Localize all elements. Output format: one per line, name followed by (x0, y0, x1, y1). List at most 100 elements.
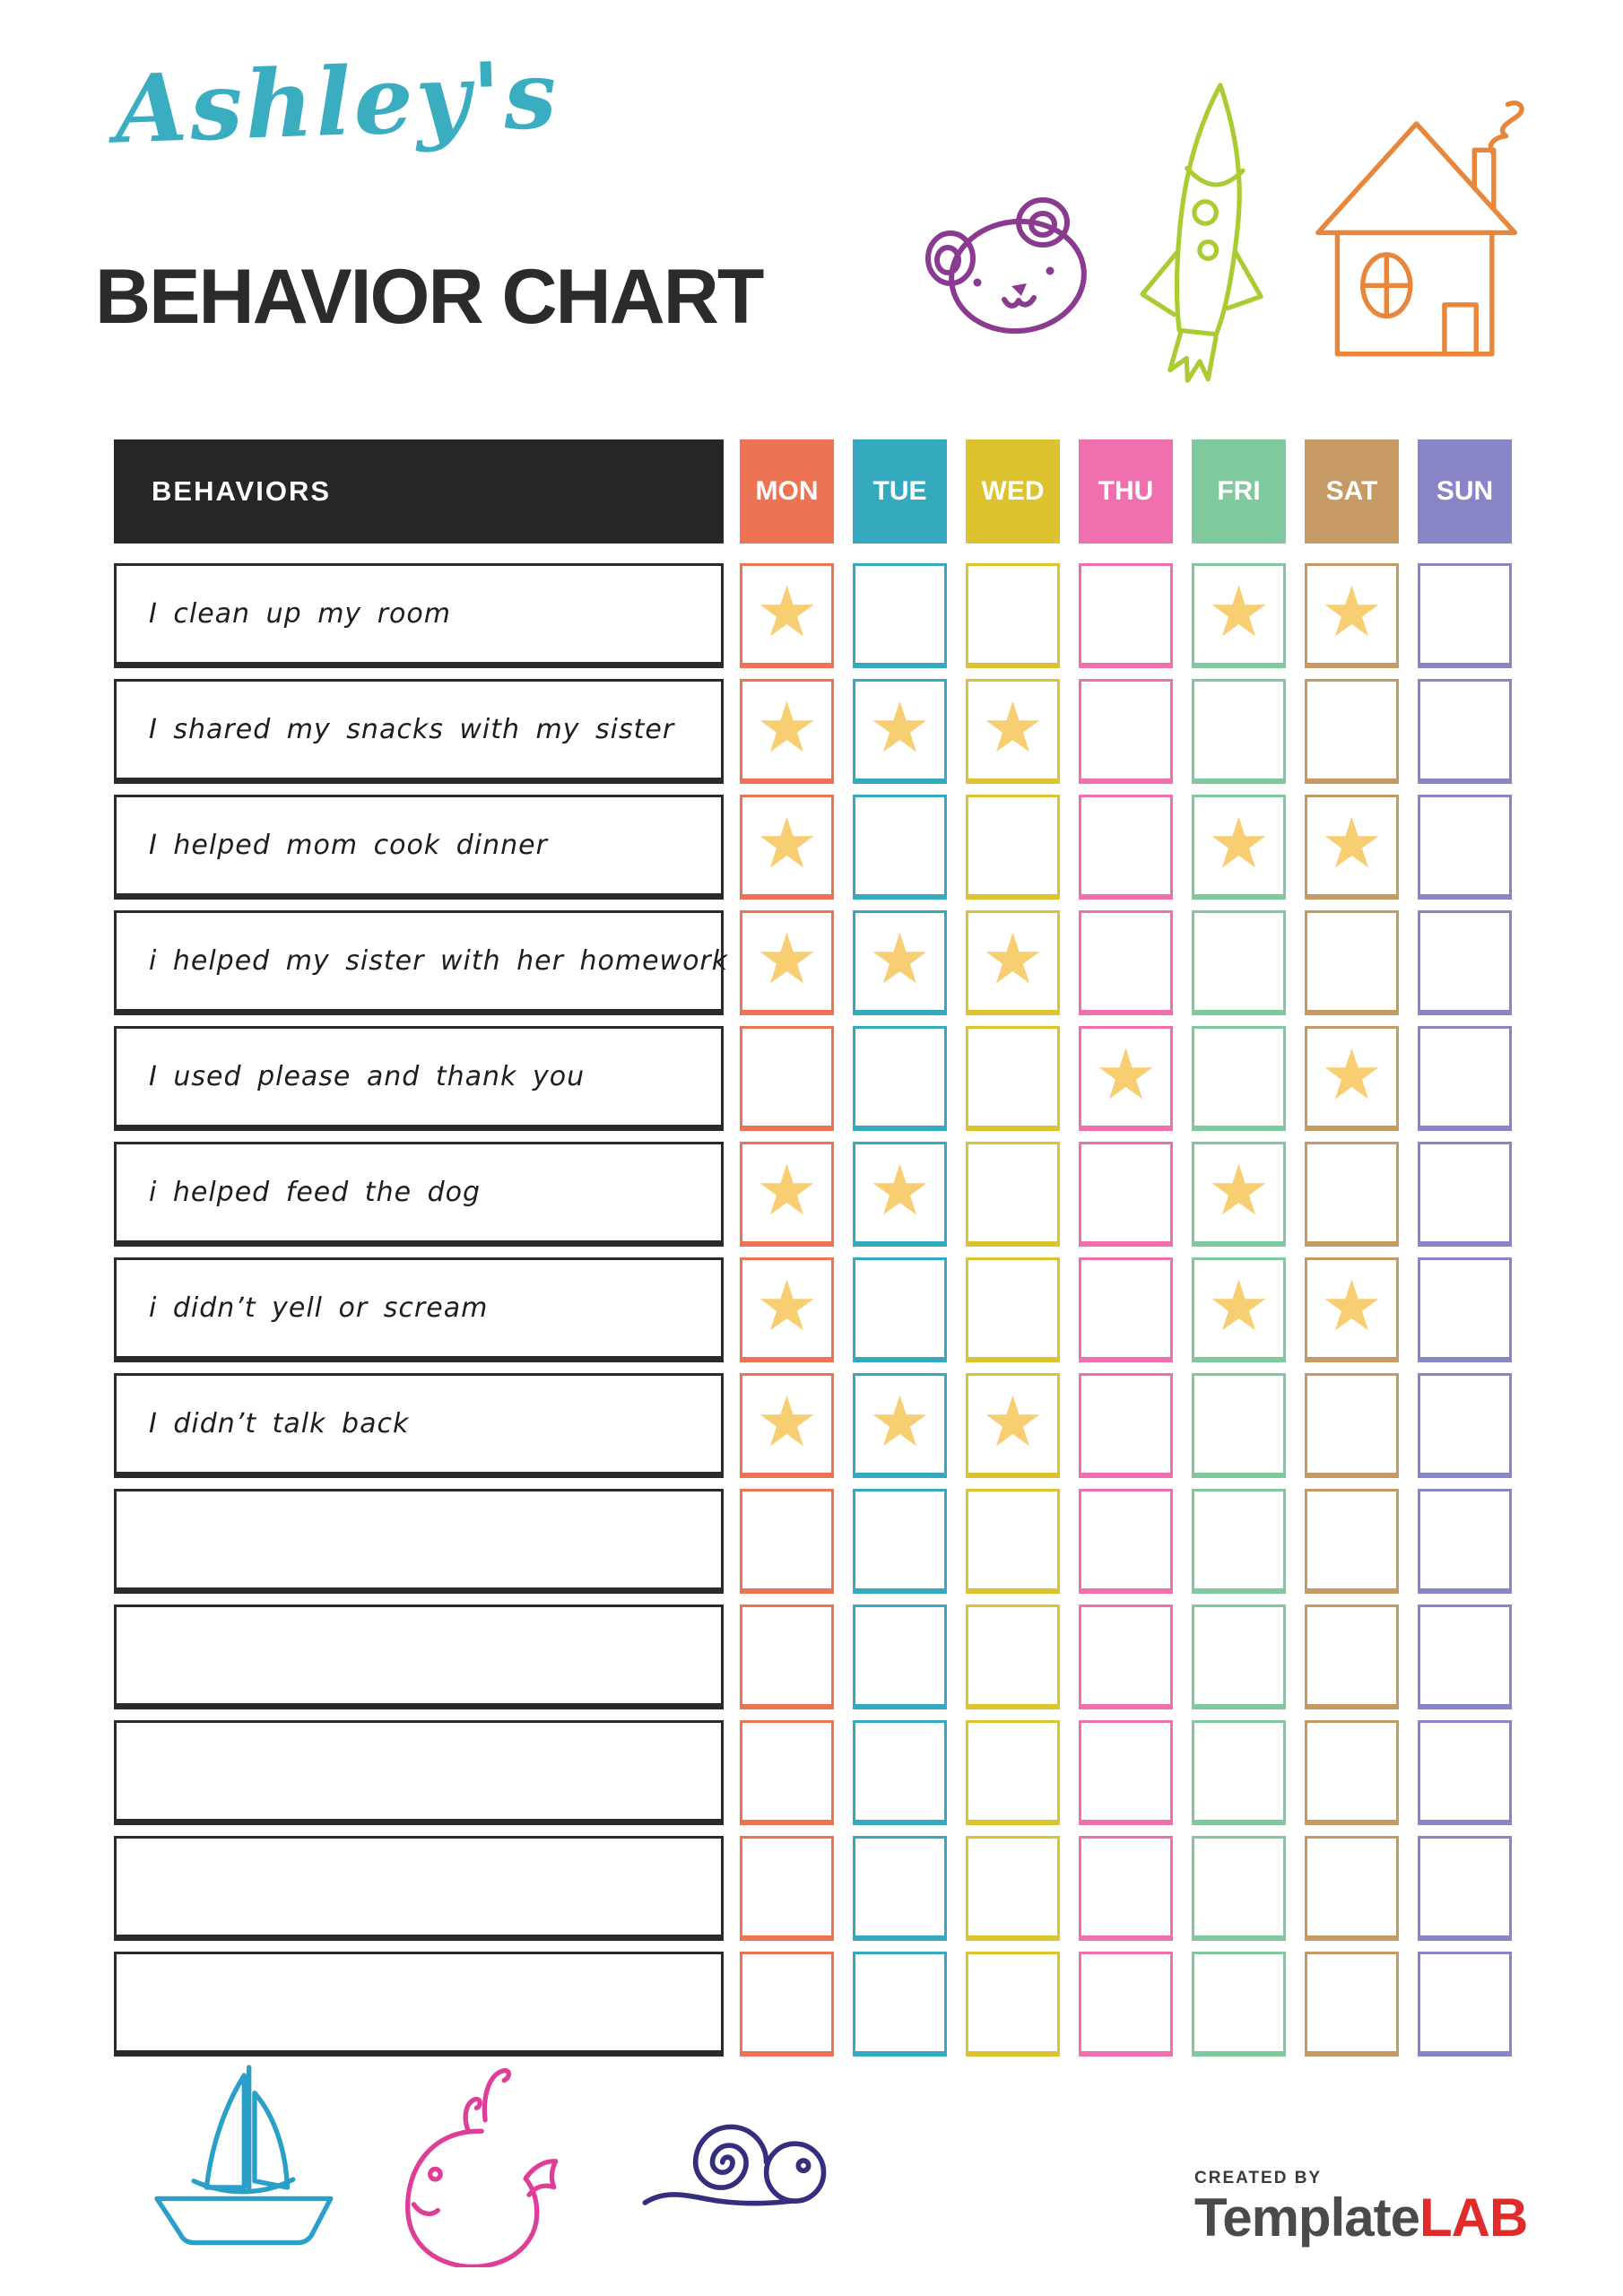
day-cell-tue (853, 1720, 947, 1825)
star-icon: ★ (755, 1151, 819, 1231)
behavior-label: I helped mom cook dinner (114, 795, 724, 900)
behavior-label: I clean up my room (114, 563, 724, 668)
day-cell-wed: ★ (966, 679, 1060, 784)
day-cell-sat (1305, 1720, 1399, 1825)
table-row (114, 1605, 1513, 1709)
star-icon: ★ (868, 919, 932, 1000)
star-icon: ★ (868, 1382, 932, 1463)
table-row: I clean up my room ★ ★ ★ (114, 563, 1513, 668)
table-header-row: BEHAVIORS MON TUE WED THU FRI SAT SUN (114, 439, 1513, 544)
day-cell-fri (1192, 1836, 1286, 1941)
day-cell-fri (1192, 910, 1286, 1015)
behavior-label: I used please and thank you (114, 1026, 724, 1131)
day-cell-wed (966, 1142, 1060, 1247)
day-cell-tue (853, 1489, 947, 1594)
day-cell-sun (1418, 1142, 1512, 1247)
day-header-fri: FRI (1192, 439, 1286, 544)
day-cell-wed (966, 1720, 1060, 1825)
star-icon: ★ (868, 688, 932, 769)
day-cell-sun (1418, 679, 1512, 784)
day-cell-tue: ★ (853, 1142, 947, 1247)
day-cell-sun (1418, 1605, 1512, 1709)
day-header-thu: THU (1079, 439, 1173, 544)
day-cell-wed: ★ (966, 910, 1060, 1015)
day-cell-mon: ★ (740, 1257, 834, 1362)
day-cell-thu (1079, 795, 1173, 900)
day-cell-sun (1418, 1257, 1512, 1362)
table-row: i helped my sister with her homework ★ ★ ★ (114, 910, 1513, 1015)
day-headers: MON TUE WED THU FRI SAT SUN (740, 439, 1512, 544)
day-cell-fri: ★ (1192, 1257, 1286, 1362)
day-cell-mon: ★ (740, 1373, 834, 1478)
star-icon: ★ (1207, 1266, 1271, 1347)
day-cell-thu (1079, 1257, 1173, 1362)
behavior-label: i helped feed the dog (114, 1142, 724, 1247)
sailboat-doodle-icon (135, 2058, 359, 2248)
day-cell-fri (1192, 1952, 1286, 2057)
day-cell-sat: ★ (1305, 1257, 1399, 1362)
day-cell-sun (1418, 1026, 1512, 1131)
day-cell-thu (1079, 563, 1173, 668)
day-header-sun: SUN (1418, 439, 1512, 544)
day-cell-fri (1192, 1489, 1286, 1594)
day-cell-mon (740, 1489, 834, 1594)
day-cell-sat (1305, 1489, 1399, 1594)
day-cell-fri: ★ (1192, 1142, 1286, 1247)
day-cell-thu (1079, 1720, 1173, 1825)
day-cell-sun (1418, 795, 1512, 900)
day-cell-sun (1418, 1836, 1512, 1941)
day-cell-mon (740, 1605, 834, 1709)
day-cell-wed (966, 1952, 1060, 2057)
day-cell-mon: ★ (740, 1142, 834, 1247)
day-cell-sun (1418, 1373, 1512, 1478)
day-cell-sat (1305, 1605, 1399, 1709)
day-cell-tue (853, 795, 947, 900)
day-cell-tue: ★ (853, 1373, 947, 1478)
star-icon: ★ (1207, 1151, 1271, 1231)
behavior-label (114, 1489, 724, 1594)
day-cell-thu (1079, 1373, 1173, 1478)
day-cell-sat (1305, 679, 1399, 784)
day-cell-sat (1305, 1373, 1399, 1478)
day-header-mon: MON (740, 439, 834, 544)
day-cell-wed (966, 1257, 1060, 1362)
behavior-label (114, 1952, 724, 2057)
day-cell-thu (1079, 1605, 1173, 1709)
day-cell-thu: ★ (1079, 1026, 1173, 1131)
day-cell-wed (966, 1836, 1060, 1941)
day-cell-mon (740, 1026, 834, 1131)
day-cell-thu (1079, 1489, 1173, 1594)
rocket-doodle-icon (1124, 71, 1300, 398)
brand-template-text: Template (1194, 2187, 1420, 2248)
day-cell-thu (1079, 679, 1173, 784)
day-cell-fri (1192, 1026, 1286, 1131)
day-header-tue: TUE (853, 439, 947, 544)
behavior-label: i didn’t yell or scream (114, 1257, 724, 1362)
brand-name: TemplateLAB (1194, 2187, 1528, 2248)
star-icon: ★ (981, 919, 1045, 1000)
day-cell-mon (740, 1952, 834, 2057)
day-cell-tue (853, 1605, 947, 1709)
behavior-label (114, 1720, 724, 1825)
day-cell-thu (1079, 1836, 1173, 1941)
brand-lab-text: LAB (1419, 2187, 1528, 2248)
day-cell-mon (740, 1836, 834, 1941)
snail-doodle-icon (635, 2101, 846, 2220)
day-cell-sun (1418, 1720, 1512, 1825)
day-cell-sun (1418, 1952, 1512, 2057)
star-icon: ★ (755, 804, 819, 884)
day-cell-wed (966, 795, 1060, 900)
star-icon: ★ (755, 1266, 819, 1347)
table-row: I didn’t talk back ★ ★ ★ (114, 1373, 1513, 1478)
house-doodle-icon (1311, 99, 1531, 363)
day-cell-mon: ★ (740, 795, 834, 900)
table-row: i helped feed the dog ★ ★ ★ (114, 1142, 1513, 1247)
star-icon: ★ (981, 688, 1045, 769)
star-icon: ★ (755, 919, 819, 1000)
day-cell-sat (1305, 1952, 1399, 2057)
behavior-table: BEHAVIORS MON TUE WED THU FRI SAT SUN I clean … (114, 439, 1513, 2067)
star-icon: ★ (755, 1382, 819, 1463)
day-cell-sun (1418, 1489, 1512, 1594)
templatelab-brand: CREATED BY TemplateLAB (1194, 2169, 1528, 2248)
